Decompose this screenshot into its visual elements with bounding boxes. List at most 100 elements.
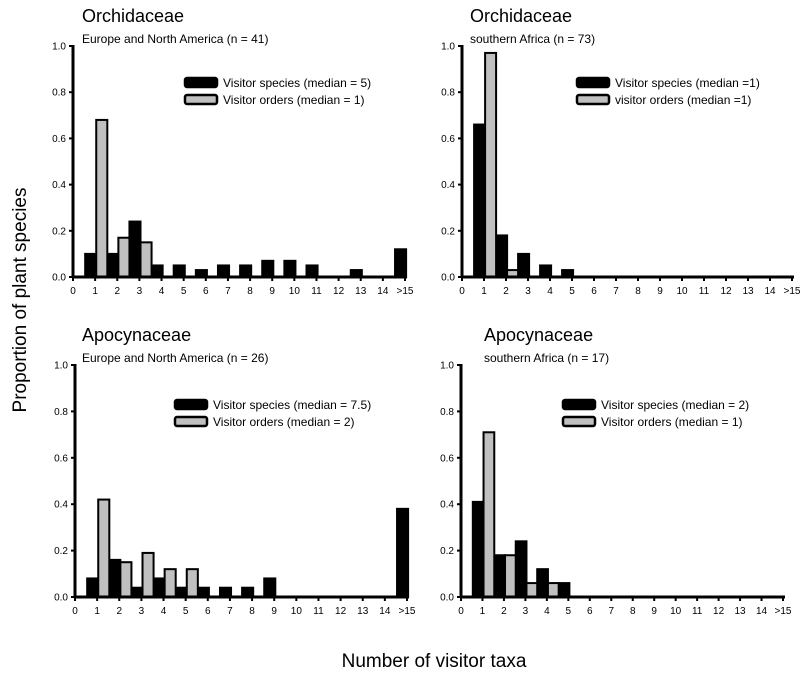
- legend-label: Visitor species (median = 5): [223, 76, 371, 90]
- panel-title: Orchidaceae: [470, 6, 572, 26]
- orders-bar: [185, 568, 199, 598]
- x-tick-label: 13: [742, 286, 754, 297]
- x-tick-label: 6: [587, 606, 593, 617]
- species-bar: [152, 577, 166, 599]
- y-tick-label: 0.2: [52, 226, 66, 237]
- legend-label: visitor orders (median =1): [615, 93, 751, 107]
- species-bar: [517, 252, 531, 278]
- legend-label: Visitor orders (median = 1): [223, 93, 365, 107]
- x-tick-label: 3: [525, 286, 531, 297]
- x-tick-label: 5: [569, 286, 575, 297]
- legend-swatch: [173, 398, 209, 411]
- x-tick-label: 8: [635, 286, 641, 297]
- species-bar: [536, 568, 549, 598]
- legend-swatch: [575, 76, 611, 89]
- legend-label: Visitor species (median =1): [615, 76, 760, 90]
- species-bar: [539, 264, 553, 279]
- y-axis-label: Proportion of plant species: [10, 188, 31, 413]
- panel-3: Apocynaceae Europe and North America (n =…: [54, 325, 416, 617]
- panel-subtitle: southern Africa (n = 73): [470, 32, 595, 46]
- x-tick-label: 2: [501, 606, 507, 617]
- orders-bar: [95, 118, 109, 278]
- legend-label: Visitor orders (median = 1): [601, 415, 743, 429]
- species-bar: [283, 259, 297, 278]
- x-tick-label: 7: [613, 286, 619, 297]
- y-tick-label: 0.2: [441, 226, 455, 237]
- species-bar: [128, 220, 142, 278]
- y-tick-label: 0.2: [440, 546, 454, 557]
- x-tick-label: >15: [397, 286, 414, 297]
- species-bar: [557, 582, 571, 599]
- x-tick-label: 0: [458, 606, 464, 617]
- y-tick-label: 0.0: [440, 593, 454, 604]
- x-tick-label: 3: [137, 286, 143, 297]
- x-tick-label: 12: [335, 606, 347, 617]
- x-tick-label: 4: [544, 606, 550, 617]
- x-tick-label: 7: [227, 606, 233, 617]
- species-bar: [394, 248, 408, 278]
- x-tick-label: 10: [289, 286, 301, 297]
- y-tick-label: 0.8: [54, 407, 68, 418]
- legend-swatch: [173, 415, 209, 428]
- x-tick-label: 8: [630, 606, 636, 617]
- panel-title: Orchidaceae: [82, 6, 184, 26]
- x-tick-label: 11: [311, 286, 322, 297]
- species-bar: [263, 577, 277, 599]
- x-tick-label: 6: [205, 606, 211, 617]
- orders-bar: [141, 551, 155, 598]
- x-tick-label: 5: [181, 286, 187, 297]
- y-tick-label: 0.6: [54, 453, 68, 464]
- x-tick-label: 14: [756, 606, 768, 617]
- y-tick-label: 0.6: [440, 453, 454, 464]
- panel-4: Apocynaceae southern Africa (n = 17) 0.0 0.…: [440, 325, 792, 617]
- legend-swatch: [575, 93, 611, 106]
- panel-subtitle: Europe and North America (n = 26): [82, 351, 268, 365]
- x-tick-label: 10: [291, 606, 303, 617]
- species-bar: [514, 540, 528, 599]
- species-bar: [473, 123, 487, 279]
- panel-2: Orchidaceae southern Africa (n = 73) 0.0 0.…: [441, 6, 801, 297]
- x-tick-label: 1: [480, 606, 486, 617]
- species-bar: [261, 259, 275, 278]
- x-tick-label: 11: [692, 606, 703, 617]
- legend-label: Visitor orders (median = 2): [213, 415, 355, 429]
- legend-label: Visitor species (median = 2): [601, 398, 749, 412]
- x-tick-label: 5: [183, 606, 189, 617]
- y-tick-label: 0.4: [54, 500, 68, 511]
- orders-bar: [482, 431, 496, 598]
- x-tick-label: 1: [481, 286, 487, 297]
- panel-1: Orchidaceae Europe and North America (n =…: [52, 6, 414, 297]
- species-bar: [106, 252, 120, 278]
- panel-subtitle: Europe and North America (n = 41): [82, 32, 268, 46]
- panel-title: Apocynaceae: [82, 325, 191, 345]
- x-tick-label: 10: [676, 286, 688, 297]
- y-tick-label: 0.0: [441, 273, 455, 284]
- y-tick-label: 0.0: [52, 273, 66, 284]
- x-tick-label: 3: [523, 606, 529, 617]
- x-tick-label: 10: [670, 606, 682, 617]
- x-tick-label: 2: [116, 606, 122, 617]
- x-tick-label: 13: [735, 606, 747, 617]
- x-tick-label: 13: [355, 286, 367, 297]
- legend-swatch: [183, 76, 219, 89]
- species-bar: [471, 500, 485, 599]
- x-tick-label: 2: [503, 286, 509, 297]
- x-tick-label: 9: [269, 286, 275, 297]
- y-tick-label: 0.8: [440, 407, 454, 418]
- x-tick-label: 13: [357, 606, 369, 617]
- orders-bar: [484, 51, 498, 279]
- y-tick-label: 1.0: [54, 361, 68, 372]
- x-tick-label: 9: [657, 286, 663, 297]
- panel-subtitle: southern Africa (n = 17): [484, 351, 609, 365]
- x-tick-label: 14: [379, 606, 391, 617]
- x-tick-label: 0: [459, 286, 465, 297]
- species-bar: [84, 252, 98, 278]
- x-tick-label: 3: [139, 606, 145, 617]
- orders-bar: [119, 561, 133, 599]
- x-tick-label: 4: [161, 606, 167, 617]
- x-tick-label: 14: [377, 286, 389, 297]
- orders-bar: [163, 568, 177, 598]
- y-tick-label: 0.8: [441, 88, 455, 99]
- x-tick-label: 2: [114, 286, 120, 297]
